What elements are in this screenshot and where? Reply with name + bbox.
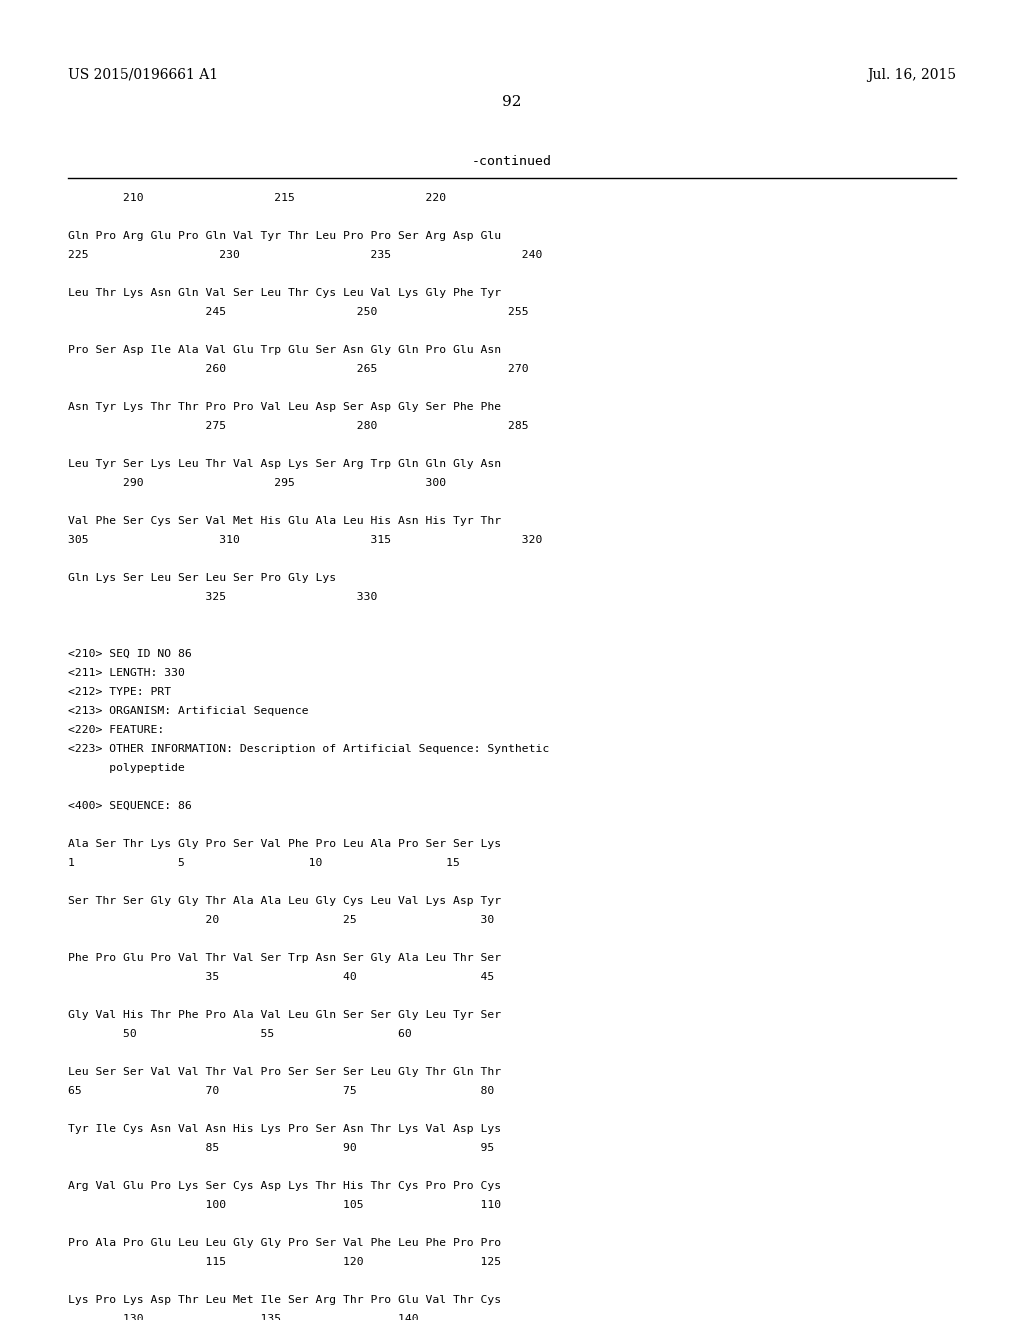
Text: <211> LENGTH: 330: <211> LENGTH: 330 [68,668,185,678]
Text: Ser Thr Ser Gly Gly Thr Ala Ala Leu Gly Cys Leu Val Lys Asp Tyr: Ser Thr Ser Gly Gly Thr Ala Ala Leu Gly … [68,896,501,906]
Text: <212> TYPE: PRT: <212> TYPE: PRT [68,686,171,697]
Text: Pro Ala Pro Glu Leu Leu Gly Gly Pro Ser Val Phe Leu Phe Pro Pro: Pro Ala Pro Glu Leu Leu Gly Gly Pro Ser … [68,1238,501,1247]
Text: Val Phe Ser Cys Ser Val Met His Glu Ala Leu His Asn His Tyr Thr: Val Phe Ser Cys Ser Val Met His Glu Ala … [68,516,501,525]
Text: 225                   230                   235                   240: 225 230 235 240 [68,249,543,260]
Text: 100                 105                 110: 100 105 110 [68,1200,501,1210]
Text: Phe Pro Glu Pro Val Thr Val Ser Trp Asn Ser Gly Ala Leu Thr Ser: Phe Pro Glu Pro Val Thr Val Ser Trp Asn … [68,953,501,964]
Text: <220> FEATURE:: <220> FEATURE: [68,725,164,735]
Text: Leu Tyr Ser Lys Leu Thr Val Asp Lys Ser Arg Trp Gln Gln Gly Asn: Leu Tyr Ser Lys Leu Thr Val Asp Lys Ser … [68,459,501,469]
Text: 20                  25                  30: 20 25 30 [68,915,495,925]
Text: Leu Ser Ser Val Val Thr Val Pro Ser Ser Ser Leu Gly Thr Gln Thr: Leu Ser Ser Val Val Thr Val Pro Ser Ser … [68,1067,501,1077]
Text: Arg Val Glu Pro Lys Ser Cys Asp Lys Thr His Thr Cys Pro Pro Cys: Arg Val Glu Pro Lys Ser Cys Asp Lys Thr … [68,1181,501,1191]
Text: 210                   215                   220: 210 215 220 [68,193,495,203]
Text: -continued: -continued [472,154,552,168]
Text: Asn Tyr Lys Thr Thr Pro Pro Val Leu Asp Ser Asp Gly Ser Phe Phe: Asn Tyr Lys Thr Thr Pro Pro Val Leu Asp … [68,403,501,412]
Text: <400> SEQUENCE: 86: <400> SEQUENCE: 86 [68,801,191,810]
Text: 290                   295                   300: 290 295 300 [68,478,446,488]
Text: 92: 92 [502,95,522,110]
Text: 85                  90                  95: 85 90 95 [68,1143,495,1152]
Text: <213> ORGANISM: Artificial Sequence: <213> ORGANISM: Artificial Sequence [68,706,308,715]
Text: 260                   265                   270: 260 265 270 [68,364,528,374]
Text: Leu Thr Lys Asn Gln Val Ser Leu Thr Cys Leu Val Lys Gly Phe Tyr: Leu Thr Lys Asn Gln Val Ser Leu Thr Cys … [68,288,501,298]
Text: <223> OTHER INFORMATION: Description of Artificial Sequence: Synthetic: <223> OTHER INFORMATION: Description of … [68,744,549,754]
Text: 325                   330: 325 330 [68,591,378,602]
Text: Gly Val His Thr Phe Pro Ala Val Leu Gln Ser Ser Gly Leu Tyr Ser: Gly Val His Thr Phe Pro Ala Val Leu Gln … [68,1010,501,1020]
Text: polypeptide: polypeptide [68,763,185,774]
Text: Jul. 16, 2015: Jul. 16, 2015 [867,69,956,82]
Text: Gln Pro Arg Glu Pro Gln Val Tyr Thr Leu Pro Pro Ser Arg Asp Glu: Gln Pro Arg Glu Pro Gln Val Tyr Thr Leu … [68,231,501,242]
Text: Ala Ser Thr Lys Gly Pro Ser Val Phe Pro Leu Ala Pro Ser Ser Lys: Ala Ser Thr Lys Gly Pro Ser Val Phe Pro … [68,840,501,849]
Text: 115                 120                 125: 115 120 125 [68,1257,501,1267]
Text: Tyr Ile Cys Asn Val Asn His Lys Pro Ser Asn Thr Lys Val Asp Lys: Tyr Ile Cys Asn Val Asn His Lys Pro Ser … [68,1125,501,1134]
Text: US 2015/0196661 A1: US 2015/0196661 A1 [68,69,218,82]
Text: 305                   310                   315                   320: 305 310 315 320 [68,535,543,545]
Text: 50                  55                  60: 50 55 60 [68,1030,412,1039]
Text: <210> SEQ ID NO 86: <210> SEQ ID NO 86 [68,649,191,659]
Text: 275                   280                   285: 275 280 285 [68,421,528,432]
Text: 35                  40                  45: 35 40 45 [68,972,495,982]
Text: 245                   250                   255: 245 250 255 [68,308,528,317]
Text: Pro Ser Asp Ile Ala Val Glu Trp Glu Ser Asn Gly Gln Pro Glu Asn: Pro Ser Asp Ile Ala Val Glu Trp Glu Ser … [68,345,501,355]
Text: 130                 135                 140: 130 135 140 [68,1313,419,1320]
Text: Gln Lys Ser Leu Ser Leu Ser Pro Gly Lys: Gln Lys Ser Leu Ser Leu Ser Pro Gly Lys [68,573,336,583]
Text: 65                  70                  75                  80: 65 70 75 80 [68,1086,495,1096]
Text: Lys Pro Lys Asp Thr Leu Met Ile Ser Arg Thr Pro Glu Val Thr Cys: Lys Pro Lys Asp Thr Leu Met Ile Ser Arg … [68,1295,501,1305]
Text: 1               5                  10                  15: 1 5 10 15 [68,858,460,869]
